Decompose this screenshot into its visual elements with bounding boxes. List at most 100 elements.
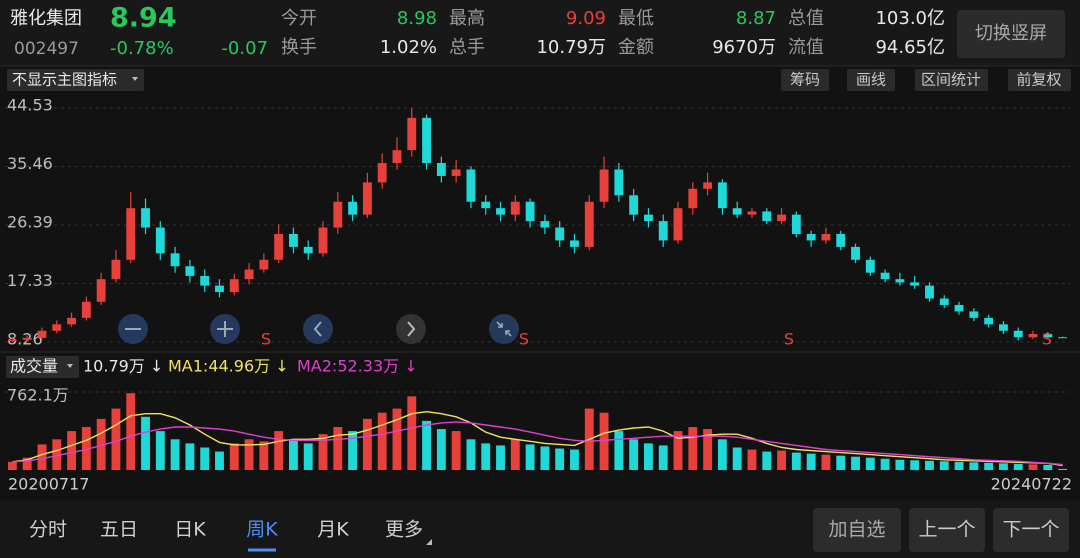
y-tick-label: 35.46 [7, 154, 53, 173]
volume-bar [155, 431, 165, 470]
volume-bar [67, 431, 76, 470]
dropdown-arrow [67, 364, 73, 368]
candle-body [791, 214, 801, 234]
tool-button[interactable]: 筹码 [781, 69, 829, 91]
volume-bar [525, 444, 535, 470]
volume-bar [806, 453, 816, 470]
candle-body [777, 214, 786, 222]
volume-bar [377, 412, 387, 470]
volume-bar [865, 457, 875, 470]
candle-body [747, 211, 757, 215]
candle-body [599, 169, 609, 202]
candle-body [614, 169, 624, 196]
dropdown-arrow [132, 77, 138, 81]
volume-bar [348, 431, 358, 470]
volume-bar [1013, 463, 1023, 470]
stat-value: 10.79万 [536, 37, 606, 58]
volume-bar [126, 393, 136, 470]
volume-bar [939, 461, 949, 470]
scroll-right[interactable] [396, 314, 426, 344]
button-label: 下一个 [1002, 519, 1059, 541]
legend-entry: MA2:52.33万 ↓ [297, 357, 418, 376]
volume-bar [111, 408, 121, 470]
volume-bar [259, 441, 269, 470]
volume-bar [451, 431, 461, 470]
volume-bar [777, 450, 786, 470]
candle-body [1013, 330, 1023, 338]
select-label: 不显示主图指标 [12, 71, 117, 89]
y-tick-label: 17.33 [7, 271, 53, 290]
period-tab[interactable]: 更多 [385, 519, 423, 541]
volume-bar [999, 463, 1008, 470]
tool-button[interactable]: 画线 [847, 69, 895, 91]
candle-body [362, 182, 372, 215]
icon [496, 321, 512, 337]
candle-body [910, 282, 920, 286]
volume-select[interactable]: 成交量 [6, 356, 79, 378]
volume-bar [984, 462, 994, 470]
zoom-in[interactable] [210, 314, 240, 344]
action-button[interactable]: 上一个 [909, 508, 985, 552]
circle-button [396, 314, 426, 344]
button-label: 前复权 [1016, 71, 1061, 89]
volume-bar [703, 429, 713, 470]
volume-chart: 762.1万 MA1:44.96万 ↓ MA2:52.33万 ↓ 20200717 20… [5, 357, 1072, 494]
volume-bar [244, 439, 254, 470]
volume-bar [644, 443, 653, 470]
candle-body [629, 195, 639, 215]
candle-body [67, 317, 76, 325]
volume-bar [895, 459, 905, 470]
candle-body [126, 208, 136, 260]
action-button[interactable]: 加自选 [813, 508, 901, 552]
period-tab[interactable]: 分时 [29, 519, 67, 541]
stat-label: 金额 [618, 37, 654, 58]
candle-body [717, 182, 727, 209]
shrink[interactable] [489, 314, 519, 344]
signal-mark: S [519, 330, 529, 349]
scroll-left[interactable] [303, 314, 333, 344]
stat-value: 103.0亿 [875, 8, 945, 29]
indicator-select[interactable]: 不显示主图指标 [7, 69, 144, 91]
icon [217, 321, 233, 337]
candle-body [481, 201, 491, 209]
button-bg [909, 508, 985, 552]
candle-body [1028, 334, 1038, 338]
volume-bar [22, 457, 32, 470]
volume-bar [496, 445, 505, 470]
candle-body [1058, 337, 1068, 339]
candle-body [644, 214, 653, 222]
candle-body [584, 201, 594, 247]
volume-bar [141, 416, 150, 470]
period-tab[interactable]: 日K [174, 519, 206, 541]
period-tab[interactable]: 月K [317, 519, 349, 541]
tool-button[interactable]: 前复权 [1008, 69, 1071, 91]
tool-button[interactable]: 区间统计 [915, 69, 988, 91]
header-bg [0, 0, 1080, 66]
volume-bar [185, 443, 195, 470]
button-bg [813, 508, 901, 552]
volume-bar [510, 439, 520, 470]
candle-body [111, 259, 121, 280]
period-tab[interactable]: 五日 [100, 519, 138, 541]
candle-body [570, 240, 579, 247]
change: -0.07 [221, 38, 268, 59]
candle-body [895, 279, 905, 283]
change-pct: -0.78% [110, 38, 174, 59]
volume-bar [436, 429, 446, 470]
action-button[interactable]: 下一个 [993, 508, 1069, 552]
volume-bar [851, 456, 860, 470]
select-label: 成交量 [10, 357, 58, 376]
candle-body [925, 285, 934, 299]
candle-body [658, 221, 668, 241]
candle-body [451, 169, 461, 176]
period-tab[interactable]: 周K [246, 519, 278, 541]
stat-label: 流值 [788, 37, 824, 58]
candle-body [229, 279, 239, 293]
circle-button [303, 314, 333, 344]
volume-bar [215, 451, 224, 470]
candle-body [1043, 334, 1053, 338]
rotate-button[interactable]: 切换竖屏 [957, 10, 1065, 58]
candle-body [303, 246, 313, 254]
zoom-out[interactable] [118, 314, 148, 344]
volume-bar [392, 408, 402, 470]
